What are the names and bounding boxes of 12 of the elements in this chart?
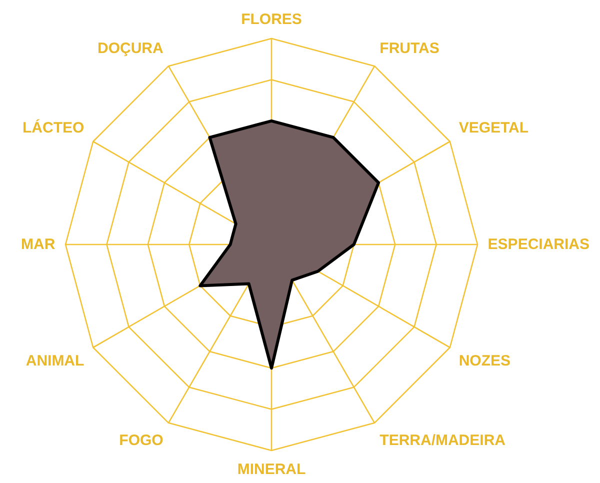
spoke-label: LÁCTEO [22,118,85,136]
spoke-label: FLORES [241,11,302,28]
spoke-label: VEGETAL [458,119,529,136]
spoke-label: NOZES [458,352,511,370]
spoke-label: ANIMAL [26,352,84,370]
spoke-label: FRUTAS [380,40,440,58]
spoke-label: ESPECIARIAS [488,236,590,253]
spoke-label: TERRA/MADEIRA [380,432,506,449]
spoke-label: MINERAL [237,460,306,478]
spoke-label: FOGO [119,432,164,449]
spoke-label: MAR [21,236,56,253]
spoke-label: DOÇURA [98,40,164,58]
